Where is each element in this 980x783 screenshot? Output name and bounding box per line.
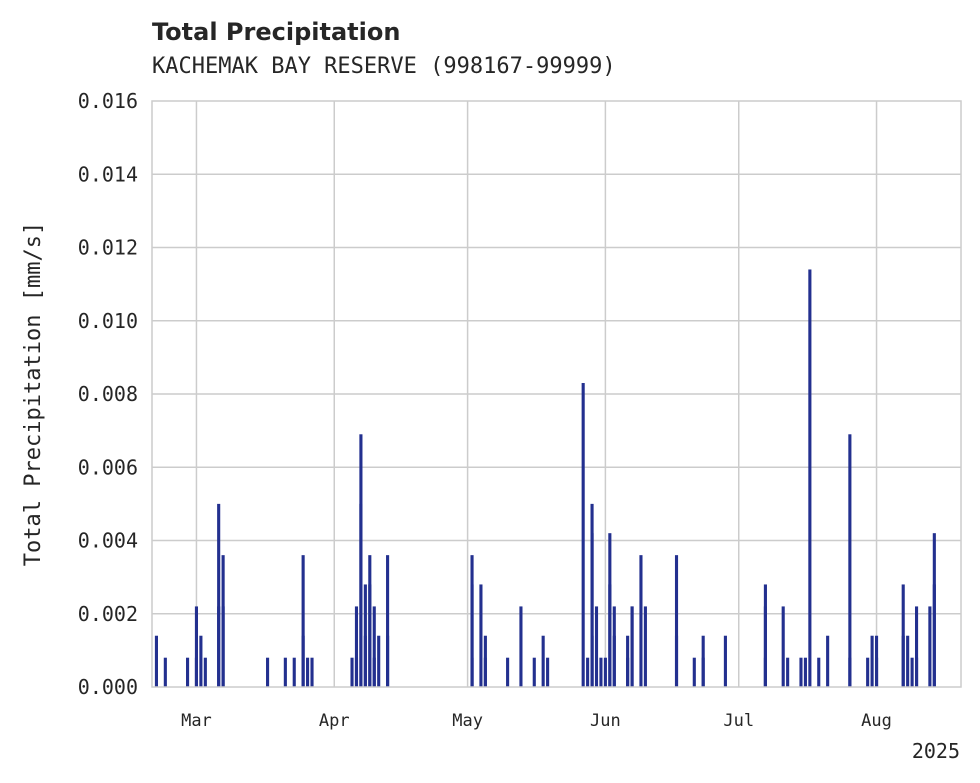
y-tick-label: 0.012 [78,236,138,260]
precip-bar [590,533,594,687]
precip-bar [599,657,603,687]
precip-bar [541,635,545,687]
precip-bar [674,555,679,687]
x-tick-label: Mar [181,711,212,731]
precip-bar [901,635,905,687]
precip-bar [283,657,287,687]
precip-bar [163,657,167,687]
precip-bar [763,584,767,687]
precip-bar [594,606,599,687]
x-tick-label: Jul [723,711,754,731]
precip-bar [483,657,487,687]
precip-bar [506,657,510,687]
precip-bar [354,606,359,687]
precip-bar [199,635,203,687]
precip-bar [306,657,310,687]
precip-bar [532,657,536,687]
y-tick-label: 0.016 [78,89,138,113]
precip-bar [386,555,390,687]
precip-bar [803,657,807,687]
precip-bar [603,657,607,687]
precip-bar [310,657,314,687]
precip-bar [799,657,803,687]
precip-bar [932,584,936,687]
precip-bar [203,657,207,687]
x-tick-label: Apr [319,711,350,731]
precip-bar [914,606,919,687]
precip-bar [626,635,630,687]
precip-bar [546,657,550,687]
precip-bar [870,635,874,687]
precip-bar [386,635,390,687]
y-tick-label: 0.000 [78,675,138,699]
precip-bar [643,606,647,687]
precip-bar [368,555,372,687]
precip-bar [786,657,790,687]
precip-bar [301,555,305,687]
precip-bar [906,635,910,687]
y-tick-label: 0.014 [78,162,138,186]
precip-bar [479,584,483,687]
y-tick-label: 0.010 [78,309,138,333]
precip-bar [674,635,679,687]
precip-bar [221,606,225,687]
precip-bar [519,606,523,687]
precip-bar [301,635,305,687]
chart-title: Total Precipitation [152,18,400,46]
x-tick-label: Aug [861,711,892,731]
precip-bar [874,657,879,687]
precip-bar [866,657,870,687]
chart-subtitle: KACHEMAK BAY RESERVE (998167-99999) [152,54,616,79]
precip-bar [826,635,830,687]
y-tick-label: 0.002 [78,602,138,626]
precip-bar [470,555,474,687]
precip-bar [848,657,852,687]
precip-bar [928,606,932,687]
x-tick-label: May [452,711,483,731]
precip-bar [848,434,852,687]
precip-bar [808,269,812,687]
bars [154,269,936,687]
x-tick-label: Jun [590,711,621,731]
precip-bar [350,657,354,687]
year-label: 2025 [912,739,960,763]
precip-bar [217,503,221,687]
precip-bar [701,657,705,687]
precip-bar [377,635,381,687]
precip-bar [586,657,590,687]
precip-bar [612,635,616,687]
y-tick-label: 0.004 [78,529,138,553]
y-ticks: 0.000 0.002 0.004 0.006 0.008 0.010 0.012 0.014… [78,89,138,699]
precip-bar [186,657,190,687]
precip-bar [723,635,727,687]
precip-bar [817,657,821,687]
precip-bar [292,657,296,687]
y-axis-label: Total Precipitation [mm/s] [21,222,46,566]
precip-bar [359,503,363,687]
y-tick-label: 0.008 [78,382,138,406]
precip-bar [194,606,199,687]
plot-frame [151,100,962,688]
precip-bar [692,657,696,687]
precip-bar [581,383,585,687]
precip-bar [372,657,376,687]
precip-bar [630,606,634,687]
precip-bar [372,606,376,687]
grid [152,101,961,687]
y-tick-label: 0.006 [78,455,138,479]
precip-bar [608,584,612,687]
precip-bar [639,555,643,687]
precip-bar [910,657,914,687]
precip-bar [363,635,367,687]
precip-bar [781,606,785,687]
precip-bar [914,657,919,687]
precip-bar [266,657,270,687]
precip-bar [154,635,159,687]
x-ticks: Mar Apr May Jun Jul Aug [181,711,892,731]
